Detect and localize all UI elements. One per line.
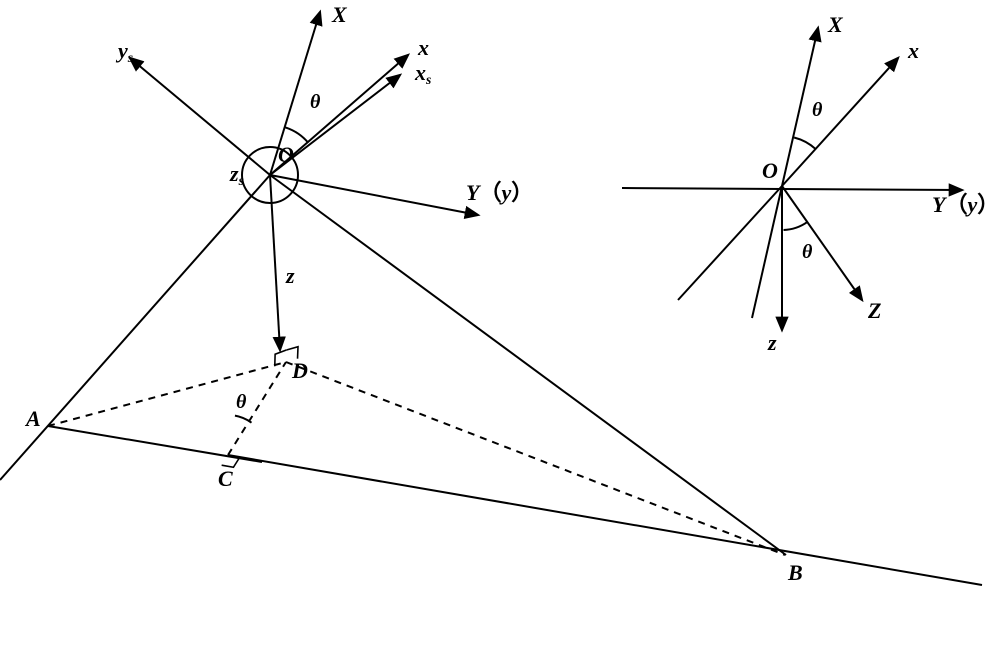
right-label-theta-bot: θ [802, 241, 813, 263]
right-label-Z: Z [867, 298, 881, 323]
left-label-Yy: Y（y） [466, 180, 533, 205]
left-label-theta-top: θ [310, 91, 321, 113]
right-label-Yy: Y（y） [932, 192, 999, 217]
right-label-theta-top: θ [812, 99, 823, 121]
canvas-bg [0, 0, 1000, 670]
right-label-O: O [762, 158, 778, 183]
left-point-label-A: A [24, 406, 41, 431]
left-label-X: X [331, 2, 348, 27]
right-label-x: x [907, 38, 919, 63]
left-point-label-D: D [291, 358, 308, 383]
left-point-label-B: B [787, 560, 803, 585]
left-label-z: z [285, 263, 295, 288]
diagram-svg: XxxsY（y）yszszOθθABCDXxY（y）zZOθθ [0, 0, 1000, 670]
right-label-X: X [827, 12, 844, 37]
left-label-x: x [417, 35, 429, 60]
left-label-theta-cd: θ [236, 391, 247, 413]
left-label-O: O [278, 142, 294, 167]
right-label-z: z [767, 330, 777, 355]
left-point-label-C: C [218, 466, 233, 491]
